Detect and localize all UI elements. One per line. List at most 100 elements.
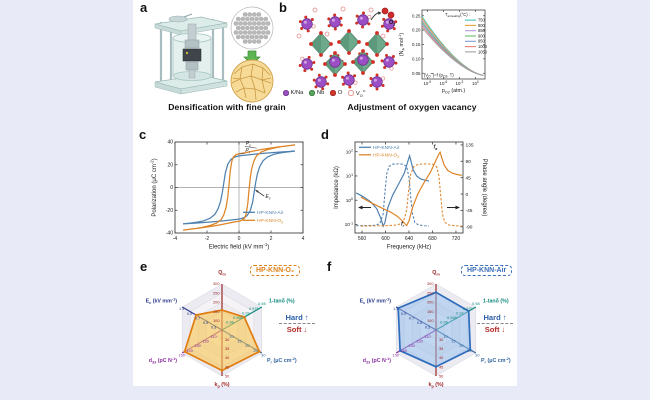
legend-entry: 950 (478, 39, 486, 44)
svg-text:102: 102 (346, 148, 353, 155)
legend-entry: HP-KNN-Air (257, 210, 284, 216)
o2-label: O2 (389, 20, 396, 27)
radar-axis-label: Ec (kV mm-1) (360, 297, 392, 305)
svg-text:100: 100 (472, 80, 479, 86)
hard-label: Hard ↑ (483, 313, 507, 322)
legend-swatch-icon (283, 90, 289, 96)
legend-swatch-icon (330, 90, 336, 96)
svg-text:100: 100 (346, 197, 353, 204)
legend-entry: 900 (478, 33, 486, 38)
legend-entry: HP-KNN-Air (373, 145, 400, 151)
svg-text:30: 30 (475, 352, 480, 357)
radar-chart-hp-knn-air: 1001502002503000.960.9650.970.9750.98101… (360, 270, 511, 388)
loops (182, 144, 296, 231)
annotations: fr fa (358, 144, 460, 228)
svg-text:1.1: 1.1 (393, 306, 398, 311)
panel-label-f: f (327, 259, 332, 274)
legend-entry: 750 (478, 18, 486, 23)
svg-text:640: 640 (405, 236, 414, 242)
svg-text:0.15: 0.15 (412, 42, 421, 47)
svg-text:30: 30 (225, 337, 230, 342)
svg-text:10: 10 (229, 334, 234, 339)
svg-text:110: 110 (210, 334, 217, 339)
radar-axis-label: 1-tanδ (%) (269, 299, 295, 305)
svg-text:45: 45 (439, 364, 443, 369)
panel-label-c: c (139, 127, 147, 142)
svg-text:140: 140 (400, 348, 407, 353)
svg-text:20: 20 (459, 343, 464, 348)
svg-text:1.1: 1.1 (179, 306, 184, 311)
legend-swatch-icon (348, 90, 354, 96)
svg-text:40: 40 (167, 140, 173, 146)
y-axis-label: (NA mol-1) (398, 33, 406, 57)
right-arrow-icon (455, 205, 460, 210)
axes: 0.05 0.10 0.15 0.20 0.25 10-9 10-6 10-3 100 pO2 (… (398, 9, 486, 94)
legend-entry: 1050 (478, 49, 488, 54)
svg-text:-45: -45 (466, 208, 473, 214)
svg-text:560: 560 (358, 236, 367, 242)
nb-octahedra (309, 29, 389, 77)
hard-soft-annotation-f: Hard ↑ Soft ↓ (475, 313, 515, 335)
hard-soft-divider (279, 323, 315, 325)
radar-axis-label: d33 (pC N-1) (363, 357, 391, 365)
svg-text:0.975: 0.975 (249, 306, 259, 311)
svg-text:150: 150 (392, 352, 399, 357)
legend-entry: HP-KNN-O2 (257, 218, 283, 224)
svg-text:45: 45 (225, 364, 229, 369)
svg-text:300: 300 (213, 281, 220, 286)
x-axis-label: Electric field (kV mm-1) (209, 242, 270, 250)
soft-label: Soft ↓ (286, 325, 308, 335)
legend-item-kna: K/Na (283, 90, 303, 96)
left-axis-label: Impedance (kΩ) (334, 166, 340, 209)
data-polygon (397, 291, 472, 368)
curves (355, 150, 462, 228)
vacancy-sites (296, 6, 386, 39)
svg-text:30: 30 (261, 352, 266, 357)
radar-axis-label: Pr (μC cm-2) (267, 357, 297, 365)
legend-title: Tannealing(°C) : (445, 12, 470, 18)
svg-text:0.3: 0.3 (425, 325, 430, 330)
curves (421, 16, 484, 76)
svg-text:0.975: 0.975 (463, 306, 473, 311)
right-axis-label: Phase angle (degree) (481, 159, 487, 217)
annotation-label: Ec (266, 194, 271, 200)
svg-text:101: 101 (346, 173, 353, 180)
svg-text:10-6: 10-6 (440, 80, 448, 86)
svg-text:200: 200 (427, 300, 434, 305)
hard-soft-divider (477, 323, 513, 325)
figure-sheet: a b c d e f Densification with fine grai… (133, 0, 517, 388)
up-arrow-icon: ↑ (304, 313, 309, 322)
svg-text:0.97: 0.97 (456, 310, 464, 315)
svg-text:600: 600 (381, 236, 390, 242)
svg-text:0.965: 0.965 (233, 315, 243, 320)
svg-text:-4: -4 (173, 236, 178, 242)
panel-label-e: e (140, 259, 148, 274)
legend-entry: 850 (478, 28, 486, 33)
y-axis-label: Polarization (μC cm-2) (150, 158, 158, 216)
radar-axis-label: d33 (pC N-1) (149, 357, 177, 365)
svg-text:0.5: 0.5 (417, 320, 422, 325)
impedance-phase-chart: 10-1 100 101 102 -90 -45 0 45 90 135 560 600 640 680 7… (334, 141, 487, 251)
legend-swatch-icon (309, 90, 315, 96)
svg-text:0.98: 0.98 (472, 301, 480, 306)
svg-text:45: 45 (466, 175, 472, 181)
svg-text:0.10: 0.10 (412, 56, 421, 61)
up-arrow-icon: ↑ (502, 313, 507, 322)
svg-text:10-3: 10-3 (456, 80, 464, 86)
svg-text:4: 4 (302, 236, 305, 242)
radar-axis-label: Pr (μC cm-2) (481, 357, 511, 365)
svg-text:140: 140 (186, 348, 193, 353)
axis-titles: Qm 1-tanδ (%) Pr (μC cm-2) kp (%) d33 (pC N-… (360, 270, 511, 388)
svg-text:0: 0 (238, 236, 241, 242)
o2-molecule: O2 (370, 7, 396, 27)
svg-text:0.97: 0.97 (242, 310, 250, 315)
panel-label-b: b (279, 0, 287, 15)
svg-text:0: 0 (466, 192, 469, 198)
badge-hp-knn-air: HP-KNN-Air (461, 265, 513, 276)
fine-grain-circle (230, 6, 274, 50)
svg-text:120: 120 (416, 339, 423, 344)
svg-text:110: 110 (424, 334, 431, 339)
svg-text:0.9: 0.9 (187, 311, 192, 316)
